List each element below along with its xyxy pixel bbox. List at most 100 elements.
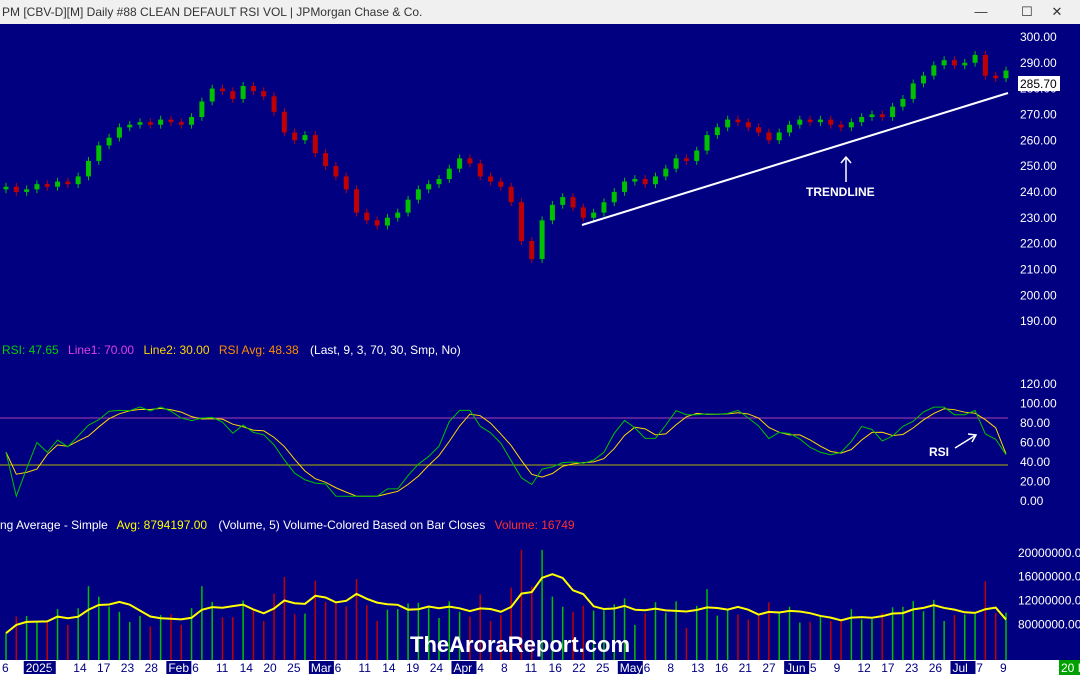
candle-body — [580, 207, 586, 218]
price-tick-label: 260.00 — [1020, 133, 1057, 147]
candle-body — [725, 119, 731, 128]
candle-body — [787, 124, 793, 133]
candle-body — [96, 145, 102, 161]
candle-body — [426, 184, 432, 190]
x-tick-label: 16 — [715, 661, 729, 675]
x-tick-label: 16 — [549, 661, 563, 675]
candle-body — [838, 124, 844, 128]
x-tick-label: 25 — [287, 661, 301, 675]
candle-body — [869, 114, 875, 117]
price-tick-label: 190.00 — [1020, 314, 1057, 328]
stock-chart[interactable]: 190.00200.00210.00220.00230.00240.00250.… — [0, 24, 1080, 675]
x-tick-label: 6 — [335, 661, 342, 675]
candle-body — [354, 189, 360, 213]
candle-body — [962, 62, 968, 66]
candle-body — [312, 135, 318, 154]
volume-legend-params: (Volume, 5) Volume-Colored Based on Bar … — [218, 518, 485, 532]
rsi-legend-line2: Line2: 30.00 — [143, 343, 209, 357]
candle-body — [745, 122, 751, 128]
volume-tick-label: 20000000.00 — [1018, 546, 1080, 560]
x-tick-label: 7 — [976, 661, 983, 675]
last-price-box — [1018, 76, 1060, 91]
candle-body — [941, 60, 947, 66]
candle-body — [529, 241, 535, 260]
x-tick-label: 23 — [121, 661, 135, 675]
x-tick-label: 9 — [834, 661, 841, 675]
x-tick-label: 17 — [881, 661, 895, 675]
candle-body — [498, 181, 504, 187]
candle-body — [972, 55, 978, 63]
candle-body — [457, 158, 463, 169]
x-tick-label: 2025 — [26, 661, 53, 675]
candle-body — [415, 189, 421, 200]
candle-body — [828, 119, 834, 125]
candle-body — [910, 83, 916, 99]
candle-body — [539, 220, 545, 260]
rsi-tick-label: 80.00 — [1020, 416, 1050, 430]
candle-body — [673, 158, 679, 169]
candle-body — [982, 55, 988, 76]
candle-body — [250, 86, 256, 92]
x-tick-label: 8 — [667, 661, 674, 675]
x-tick-label: 4 — [477, 661, 484, 675]
x-axis-bar — [0, 660, 1080, 675]
volume-tick-label: 16000000.00 — [1018, 570, 1080, 584]
price-tick-label: 220.00 — [1020, 237, 1057, 251]
x-tick-label: 24 — [430, 661, 444, 675]
candle-body — [127, 124, 133, 128]
candle-body — [570, 197, 576, 208]
close-button[interactable]: ✕ — [1051, 4, 1063, 19]
minimize-button[interactable]: — — [974, 4, 988, 19]
x-tick-label: 27 — [762, 661, 776, 675]
candle-body — [549, 204, 555, 221]
candle-body — [106, 137, 112, 146]
candle-body — [993, 75, 999, 79]
x-axis-month-box — [950, 661, 976, 674]
candle-body — [374, 220, 380, 226]
candle-body — [75, 176, 81, 185]
volume-tick-label: 12000000.00 — [1018, 593, 1080, 607]
volume-tick-label: 8000000.00 — [1018, 617, 1080, 631]
x-tick-label: 25 — [596, 661, 610, 675]
corner-box — [1059, 660, 1080, 675]
candle-body — [302, 135, 308, 141]
candle-body — [704, 135, 710, 151]
candle-body — [168, 119, 174, 123]
rsi-tick-label: 60.00 — [1020, 436, 1050, 450]
candle-body — [735, 119, 741, 123]
price-tick-label: 210.00 — [1020, 262, 1057, 276]
candle-body — [591, 212, 597, 218]
candle-body — [663, 168, 669, 177]
x-axis-month-box — [166, 661, 192, 674]
candle-body — [890, 106, 896, 117]
candle-body — [189, 117, 195, 125]
x-axis-month-box — [308, 661, 334, 674]
trendline-label: TRENDLINE — [806, 185, 875, 199]
x-tick-label: 23 — [905, 661, 919, 675]
candle-body — [261, 91, 267, 97]
x-tick-label: 14 — [240, 661, 254, 675]
candle-body — [24, 189, 30, 192]
candle-body — [694, 150, 700, 161]
x-axis-month-box — [784, 661, 810, 674]
rsi-line — [5, 406, 1007, 498]
maximize-button[interactable]: ☐ — [1021, 4, 1033, 19]
rsi-callout-label: RSI — [929, 445, 949, 459]
volume-average-line — [5, 573, 1007, 634]
price-axis: 190.00 200.00 210.00 220.00 230.00 240.00 250.… — [1020, 30, 1057, 328]
candle-body — [230, 91, 236, 99]
candle-body — [343, 176, 349, 190]
x-tick-label: 5 — [810, 661, 817, 675]
candle-body — [292, 132, 298, 141]
svg-text:ng Average - Simple Avg:: ng Average - Simple Avg: 8794197.00 (Vol… — [0, 518, 575, 532]
candle-body — [281, 111, 287, 133]
x-tick-label: 22 — [572, 661, 586, 675]
candle-body — [921, 75, 927, 84]
rsi-tick-label: 20.00 — [1020, 475, 1050, 489]
x-axis-month-box — [23, 661, 56, 674]
x-axis-corner-label: 20 I — [1061, 661, 1080, 675]
candle-body — [446, 168, 452, 179]
candle-body — [44, 184, 50, 187]
candle-body — [333, 166, 339, 177]
rsi-tick-label: 40.00 — [1020, 455, 1050, 469]
